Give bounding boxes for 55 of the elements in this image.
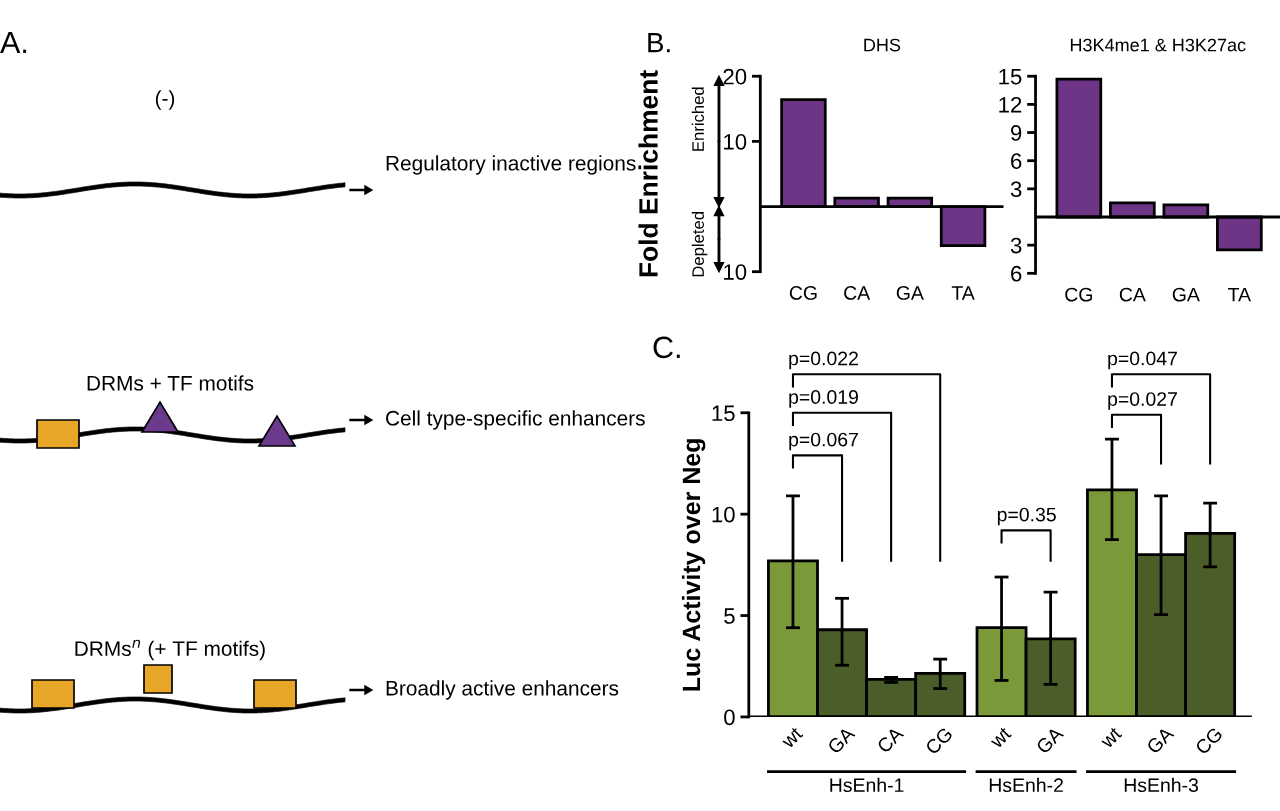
x-tick-label: CG	[924, 726, 954, 756]
text: A.	[0, 31, 27, 53]
x-tick-label: CA	[876, 725, 905, 754]
text: B.	[648, 33, 670, 53]
x-tick-label: GA	[896, 286, 924, 300]
text: DRMs$^{n}$ (+ TF motifs)	[75, 639, 265, 661]
text: Regulatory inactive regions	[386, 155, 636, 175]
y-tick-label: 5	[724, 608, 735, 624]
y-tick-label: 15	[999, 69, 1022, 85]
x-tick-label: GA	[1172, 287, 1200, 302]
text: p=0.047	[1108, 351, 1177, 370]
text: Broadly active enhancers	[386, 680, 619, 700]
text: Enriched	[691, 87, 704, 151]
x-tick-label: GA	[1145, 725, 1175, 755]
x-tick-label: wt	[989, 726, 1012, 750]
text: p=0.027	[1108, 392, 1177, 410]
text: p=0.019	[789, 390, 858, 408]
y-tick-label: 12	[999, 96, 1022, 113]
y-axis-title: Fold Enrichment	[638, 70, 658, 277]
y-tick-label: 20	[723, 68, 747, 85]
x-tick-label: CA	[1119, 287, 1146, 302]
text: p=0.022	[789, 351, 858, 370]
x-tick-label: wt	[780, 726, 804, 750]
y-tick-label: 10	[724, 264, 747, 280]
text: Cell type-specific enhancers	[386, 410, 645, 430]
y-tick-label: 3	[1010, 237, 1022, 254]
y-tick-label: 10	[712, 506, 735, 523]
text: (-)	[155, 90, 175, 110]
y-tick-label: 6	[1011, 153, 1022, 169]
y-tick-label: 15	[712, 405, 735, 422]
text: HsEnh-3	[1124, 777, 1199, 793]
text: HsEnh-1	[830, 777, 904, 793]
x-tick-label: GA	[826, 725, 856, 755]
y-tick-label: 9	[1011, 125, 1022, 141]
text: C.	[653, 336, 680, 359]
x-tick-label: GA	[1035, 725, 1065, 755]
x-tick-label: TA	[1228, 287, 1252, 302]
x-tick-label: CG	[789, 286, 817, 300]
y-tick-label: 6	[1011, 265, 1022, 282]
text: HsEnh-2	[989, 777, 1063, 793]
text: DRMs + TF motifs	[87, 375, 254, 391]
y-axis-title: Luc Activity over Neg	[681, 439, 706, 691]
x-tick-label: CG	[1194, 726, 1224, 756]
x-tick-label: TA	[951, 286, 975, 300]
text: Depleted	[691, 212, 708, 277]
chart-title: H3K4me1 & H3K27ac	[1070, 38, 1246, 52]
annotation: p=0.35	[997, 507, 1056, 526]
annotation: p=0.067	[789, 432, 858, 451]
y-tick-label: 10	[724, 133, 747, 150]
x-tick-label: CA	[844, 286, 871, 300]
y-tick-label: 3	[1010, 181, 1022, 198]
chart-title: DHS	[864, 38, 901, 52]
x-tick-label: wt	[1099, 726, 1123, 750]
y-tick-label: 0	[724, 709, 735, 726]
x-tick-label: CG	[1065, 287, 1092, 302]
